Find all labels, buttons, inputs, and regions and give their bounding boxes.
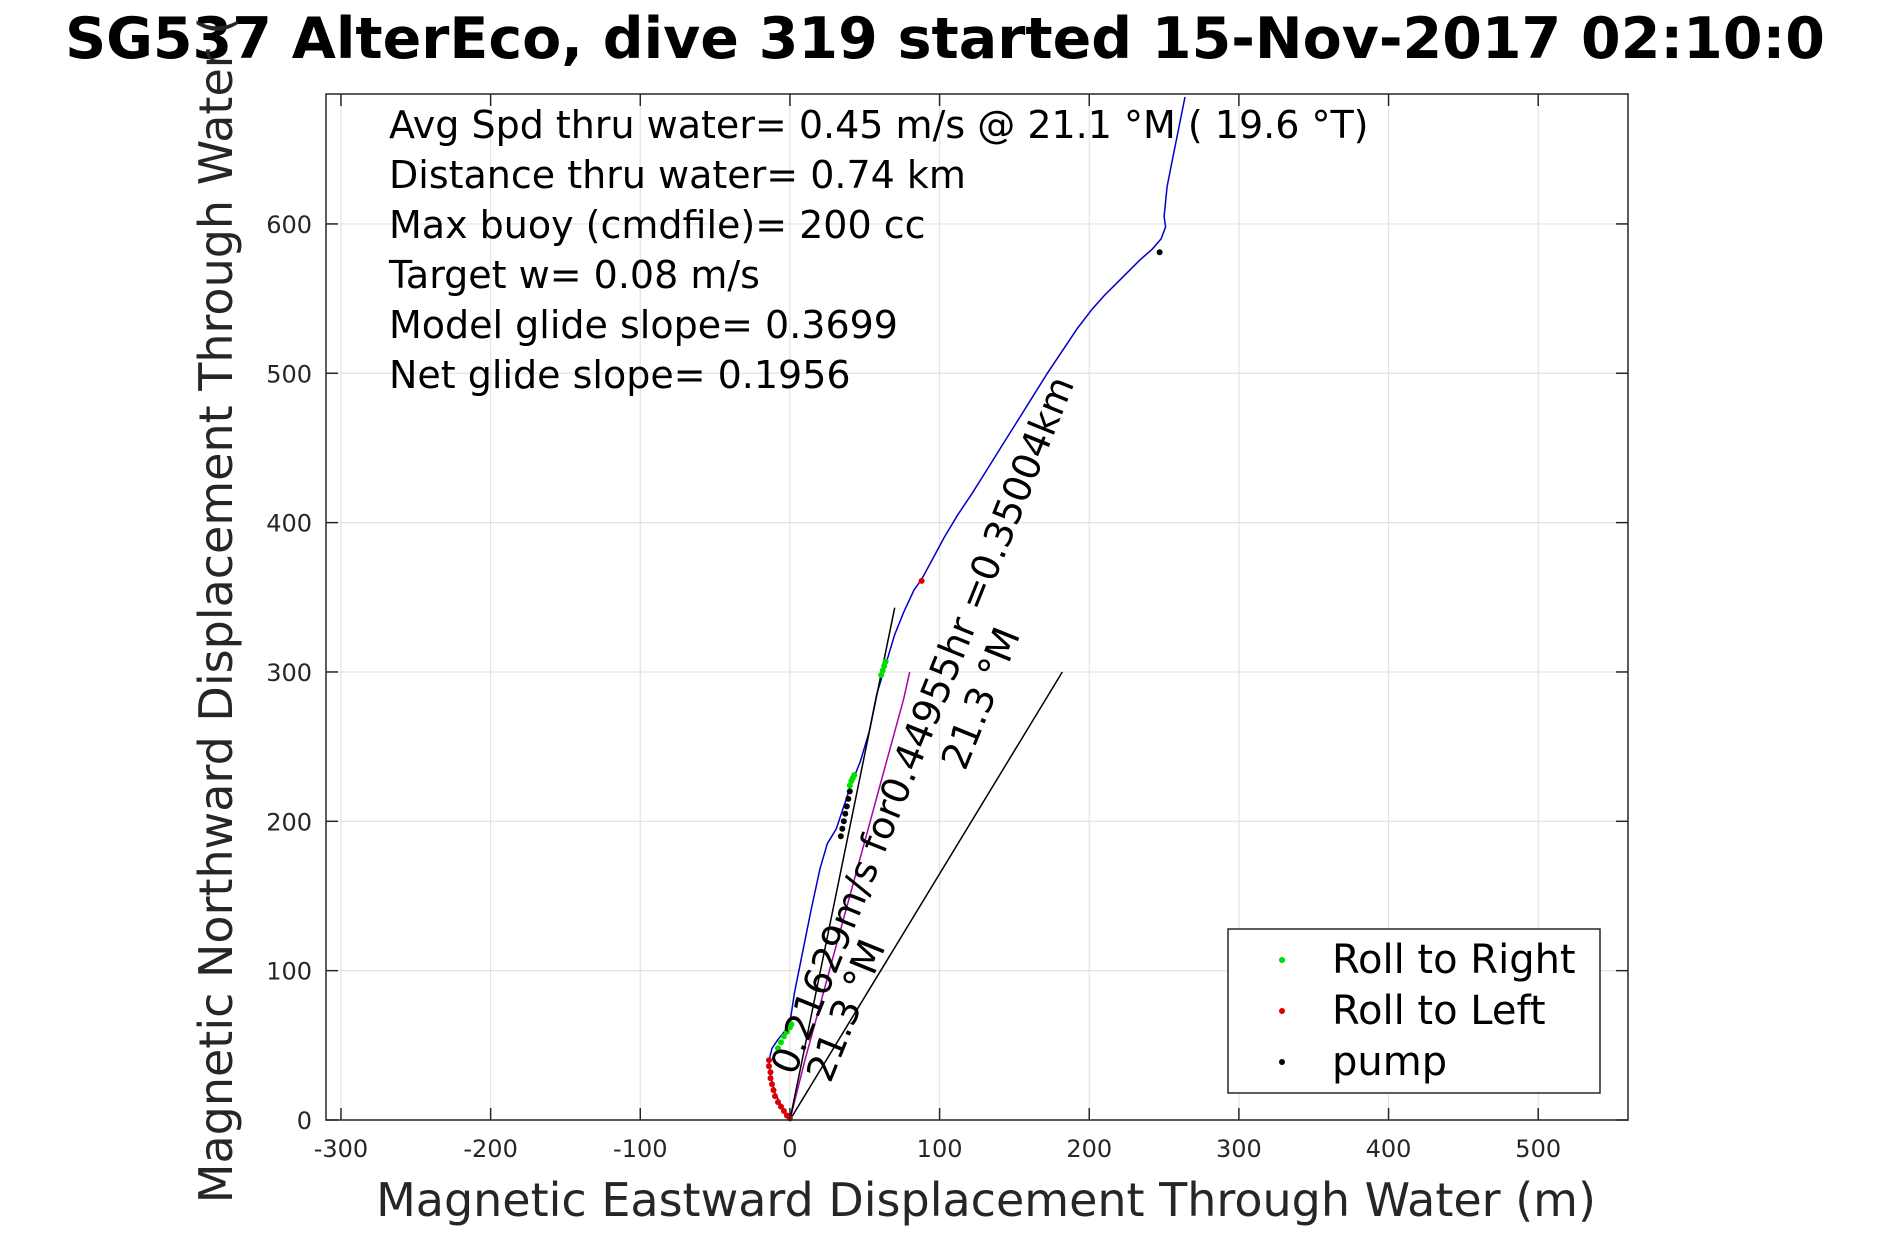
point-roll-to-left-5 xyxy=(770,1087,777,1094)
point-pump-0 xyxy=(837,833,844,840)
plot-series xyxy=(766,96,1186,1122)
annotation-line-3: Target w= 0.08 m/s xyxy=(388,253,760,297)
point-roll-to-left-7 xyxy=(775,1099,781,1106)
point-pump-1 xyxy=(839,825,846,832)
x-tick-label-1: -200 xyxy=(463,1135,517,1163)
plot-grid xyxy=(326,94,1628,1121)
point-pump-5 xyxy=(845,795,852,802)
x-tick-label-2: -100 xyxy=(613,1135,667,1163)
point-pump-7 xyxy=(1156,249,1163,256)
legend-marker-pump xyxy=(1279,1059,1285,1065)
point-roll-to-right-13 xyxy=(882,658,889,665)
y-tick-label-4: 400 xyxy=(266,510,312,538)
series-line-2 xyxy=(789,607,896,1121)
point-pump-3 xyxy=(842,810,849,817)
point-roll-to-right-1 xyxy=(778,1039,784,1046)
point-roll-to-left-1 xyxy=(766,1063,772,1070)
point-roll-to-right-5 xyxy=(788,1021,795,1028)
annotation-line-2: Max buoy (cmdfile)= 200 cc xyxy=(389,203,926,247)
x-tick-label-8: 500 xyxy=(1515,1135,1561,1163)
y-tick-label-0: 0 xyxy=(297,1107,312,1135)
point-roll-to-left-4 xyxy=(769,1081,775,1088)
legend: Roll to Right Roll to Left pump xyxy=(1227,928,1601,1094)
point-roll-to-right-9 xyxy=(851,772,858,778)
legend-label-roll-right: Roll to Right xyxy=(1332,937,1576,983)
legend-label-pump: pump xyxy=(1332,1039,1447,1085)
legend-marker-roll-left xyxy=(1279,1008,1285,1014)
point-roll-to-right-3 xyxy=(783,1028,790,1035)
y-tick-label-3: 300 xyxy=(266,659,312,687)
point-roll-to-right-0 xyxy=(775,1045,781,1052)
x-tick-label-5: 200 xyxy=(1066,1135,1112,1163)
y-axis-label: Magnetic Northward Displacement Through … xyxy=(189,17,243,1203)
annotation-block: Avg Spd thru water= 0.45 m/s @ 21.1 °M (… xyxy=(388,103,1369,397)
x-tick-label-7: 400 xyxy=(1366,1135,1412,1163)
point-roll-to-left-12 xyxy=(918,577,925,584)
series-line-1 xyxy=(789,671,911,1121)
y-tick-label-2: 200 xyxy=(266,808,312,836)
rotated-label-0: 0.21629m/s for0.44955hr =0.35004km xyxy=(762,370,1083,1080)
annotation-line-1: Distance thru water= 0.74 km xyxy=(389,153,966,197)
point-roll-to-left-3 xyxy=(767,1075,774,1082)
point-pump-6 xyxy=(846,788,853,795)
point-roll-to-right-2 xyxy=(780,1033,787,1040)
x-tick-label-6: 300 xyxy=(1216,1135,1262,1163)
series-line-3 xyxy=(789,671,1063,1121)
axis-ticks: -300 -200 -100 0 100 200 300 400 500 0 100 200 300 40… xyxy=(266,94,1628,1163)
chart-title: SG537 AlterEco, dive 319 started 15-Nov-… xyxy=(65,6,1825,72)
point-roll-to-left-0 xyxy=(766,1057,772,1064)
plot-frame xyxy=(325,93,1629,1121)
x-tick-label-0: -300 xyxy=(314,1135,368,1163)
annotation-line-4: Model glide slope= 0.3699 xyxy=(389,303,898,347)
legend-marker-roll-right xyxy=(1279,957,1285,963)
x-tick-label-3: 0 xyxy=(782,1135,797,1163)
x-axis-label: Magnetic Eastward Displacement Through W… xyxy=(376,1173,1596,1227)
point-roll-to-left-6 xyxy=(772,1093,778,1100)
point-pump-4 xyxy=(843,803,850,810)
legend-label-roll-left: Roll to Left xyxy=(1332,988,1546,1034)
x-tick-label-4: 100 xyxy=(917,1135,963,1163)
annotation-line-0: Avg Spd thru water= 0.45 m/s @ 21.1 °M (… xyxy=(389,103,1369,147)
y-tick-label-6: 600 xyxy=(266,211,312,239)
point-roll-to-left-2 xyxy=(767,1069,774,1076)
y-tick-label-1: 100 xyxy=(266,958,312,986)
point-roll-to-left-8 xyxy=(778,1103,784,1110)
legend-box xyxy=(1227,928,1601,1094)
y-tick-label-5: 500 xyxy=(266,360,312,388)
point-roll-to-left-9 xyxy=(780,1108,787,1114)
annotation-line-5: Net glide slope= 0.1956 xyxy=(389,353,851,397)
point-pump-2 xyxy=(840,818,847,825)
